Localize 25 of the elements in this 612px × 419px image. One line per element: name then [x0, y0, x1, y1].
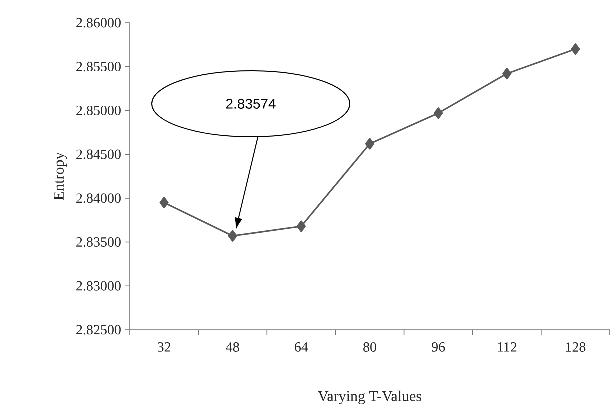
x-tick-label: 112	[498, 342, 517, 352]
point	[228, 230, 238, 242]
x-axis-title: Varying T-Values	[318, 390, 422, 404]
point	[365, 138, 375, 150]
point	[571, 44, 580, 56]
x-tick-label: 32	[158, 342, 171, 352]
point	[502, 68, 512, 80]
y-tick-label: 2.86000	[76, 18, 121, 28]
annotation: 2.83574	[226, 99, 276, 109]
y-axis-title: Entropy	[54, 152, 68, 200]
point	[160, 197, 169, 209]
point	[434, 108, 444, 120]
x-tick-label: 48	[226, 342, 240, 352]
y-tick-label: 2.83000	[76, 281, 121, 291]
y-tick-label: 2.85500	[76, 62, 121, 72]
x-tick-label: 80	[364, 342, 376, 352]
y-tick-label: 2.83500	[76, 238, 121, 248]
x-tick-label: 96	[432, 342, 446, 352]
y-tick-label: 2.85000	[76, 106, 121, 116]
x-tick-label: 64	[295, 342, 308, 352]
y-tick-label: 2.82500	[76, 325, 121, 335]
y-tick-label: 2.84000	[76, 194, 121, 204]
y-tick-label: 2.84500	[76, 150, 121, 160]
point	[296, 220, 306, 232]
x-tick-label: 128	[566, 342, 586, 352]
